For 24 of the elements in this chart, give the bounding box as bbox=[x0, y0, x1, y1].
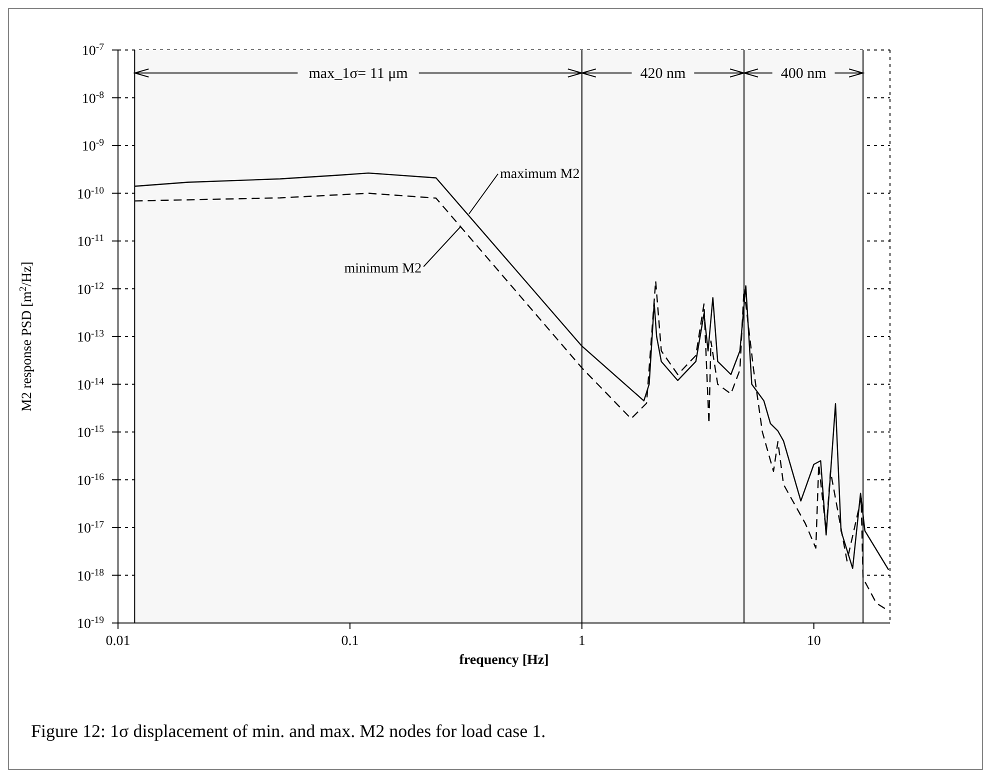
y-tick-label: 10$^{-19}$ bbox=[76, 614, 104, 632]
y-tick-label: 10$^{-8}$ bbox=[82, 89, 104, 107]
y-tick-label: 10$^{-14}$ bbox=[76, 376, 104, 394]
x-tick-label: 1 bbox=[578, 634, 586, 649]
y-tick-label: 10$^{-7}$ bbox=[82, 42, 104, 59]
y-tick-label: 10$^{-13}$ bbox=[76, 328, 104, 346]
annotation: minimum M2 bbox=[344, 262, 422, 277]
y-tick-label: 10$^{-12}$ bbox=[76, 280, 104, 298]
y-tick-label: 10$^{-15}$ bbox=[76, 424, 104, 441]
y-tick-label: 10$^{-11}$ bbox=[77, 232, 104, 250]
y-tick-label: 10$^{-18}$ bbox=[76, 566, 104, 584]
x-axis-title: frequency [Hz] bbox=[458, 653, 550, 669]
y-tick-label: 10$^{-10}$ bbox=[76, 184, 104, 202]
x-tick-label: 10 bbox=[806, 634, 821, 649]
y-tick-label: 10$^{-9}$ bbox=[82, 137, 104, 154]
y-tick-label: 10$^{-16}$ bbox=[76, 471, 104, 489]
y-tick-label: 10$^{-17}$ bbox=[76, 519, 104, 536]
x-tick-label: 0.1 bbox=[341, 634, 359, 649]
annotation: maximum M2 bbox=[500, 166, 580, 182]
x-tick-label: 0.01 bbox=[106, 634, 130, 649]
band-label: 400 nm bbox=[780, 66, 827, 82]
band-label: 420 nm bbox=[640, 66, 686, 82]
caption: Figure 12: 1σ displacement of min. and max. M2 nodes for load case 1. bbox=[31, 721, 546, 742]
band-label: max_1σ= 11 μm bbox=[308, 66, 408, 82]
